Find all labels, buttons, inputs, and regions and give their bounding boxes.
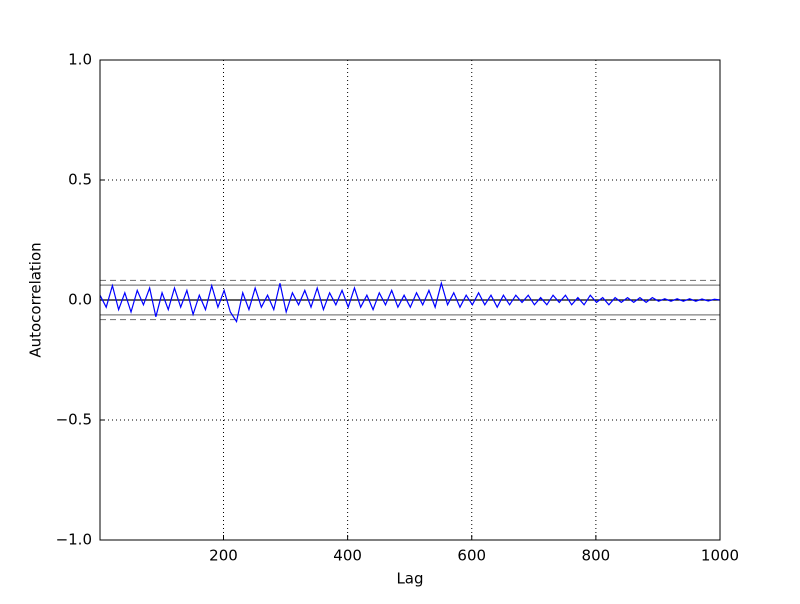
y-axis-label: Autocorrelation: [27, 242, 45, 357]
x-axis-label: Lag: [396, 570, 423, 588]
line: [99, 280, 721, 324]
y-tick-label: 0.5: [68, 171, 92, 189]
y-tick-label: −1.0: [56, 531, 92, 549]
x-tick-label: 600: [457, 547, 486, 565]
x-tick-label: 800: [582, 547, 611, 565]
plot-frame: [99, 59, 721, 541]
y-tick-label: 0.0: [68, 291, 92, 309]
y-tick-label: 1.0: [68, 51, 92, 69]
x-tick-label: 400: [333, 547, 362, 565]
y-tick-label: −0.5: [56, 411, 92, 429]
x-tick-label: 200: [209, 547, 238, 565]
x-tick-label: 1000: [701, 547, 739, 565]
